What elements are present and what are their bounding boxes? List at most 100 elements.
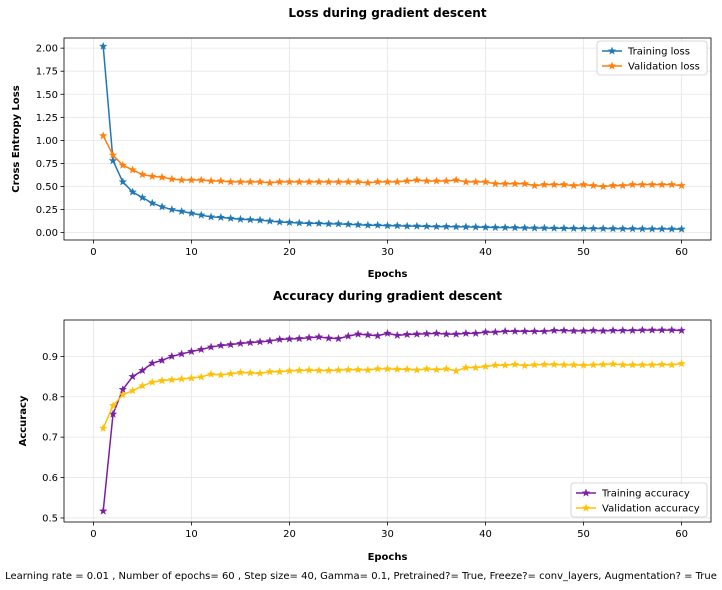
- data-point: [481, 362, 490, 371]
- data-point: [491, 327, 500, 336]
- data-point: [363, 365, 373, 374]
- data-point: [569, 181, 578, 190]
- data-point: [373, 220, 382, 229]
- data-point: [246, 368, 255, 377]
- data-point: [265, 336, 275, 345]
- data-point: [422, 221, 431, 230]
- data-point: [187, 373, 196, 382]
- data-point: [647, 224, 657, 233]
- legend-entry: Validation accuracy: [576, 504, 700, 515]
- data-point: [206, 369, 216, 378]
- data-point: [236, 177, 245, 186]
- data-point: [402, 330, 412, 339]
- data-point: [363, 220, 373, 229]
- data-point: [412, 365, 422, 374]
- data-point: [304, 218, 314, 227]
- data-point: [667, 360, 676, 369]
- x-tick-label: 0: [90, 247, 96, 258]
- data-point: [491, 179, 500, 188]
- data-point: [275, 334, 284, 343]
- x-tick-label: 60: [675, 247, 688, 258]
- data-point: [520, 179, 529, 188]
- data-point: [608, 359, 618, 368]
- data-point: [667, 325, 676, 334]
- y-tick-label: 0.50: [36, 182, 58, 193]
- data-point: [157, 202, 167, 211]
- data-point: [559, 326, 569, 335]
- x-tick-label: 20: [283, 529, 296, 540]
- data-point: [432, 176, 441, 185]
- series-line: [102, 46, 682, 230]
- legend-entry: Training accuracy: [576, 489, 690, 500]
- data-point: [197, 372, 206, 381]
- data-point: [589, 224, 598, 233]
- data-point: [99, 506, 108, 515]
- y-tick-label: 0.75: [36, 159, 58, 170]
- data-point: [197, 345, 206, 354]
- x-tick-label: 0: [90, 529, 96, 540]
- data-point: [422, 176, 431, 185]
- data-point: [275, 177, 284, 186]
- data-point: [520, 361, 529, 370]
- x-tick-label: 60: [675, 529, 688, 540]
- data-point: [265, 178, 275, 187]
- data-point: [206, 176, 216, 185]
- data-point: [432, 222, 441, 231]
- data-point: [579, 326, 588, 335]
- x-tick-label: 10: [185, 247, 198, 258]
- data-point: [657, 224, 667, 233]
- legend-label: Validation loss: [628, 62, 700, 73]
- data-point: [206, 342, 216, 351]
- data-point: [530, 360, 539, 369]
- data-point: [295, 218, 304, 227]
- data-point: [285, 218, 294, 227]
- data-point: [442, 222, 451, 231]
- data-point: [295, 177, 304, 186]
- data-point: [236, 339, 245, 348]
- data-point: [255, 368, 265, 377]
- data-point: [363, 178, 373, 187]
- data-point: [677, 224, 686, 233]
- data-point: [216, 341, 226, 350]
- data-point: [334, 334, 343, 343]
- data-point: [353, 220, 363, 229]
- data-point: [432, 365, 441, 374]
- data-point: [540, 180, 549, 189]
- x-axis-label: Epochs: [368, 552, 408, 563]
- data-point: [197, 175, 206, 184]
- data-point: [314, 332, 324, 341]
- y-tick-label: 0.5: [42, 513, 58, 524]
- data-point: [647, 325, 657, 334]
- data-point: [618, 181, 627, 190]
- legend-marker: [607, 46, 617, 55]
- data-point: [393, 330, 402, 339]
- data-point: [383, 328, 392, 337]
- data-point: [236, 214, 245, 223]
- data-point: [295, 366, 304, 375]
- data-point: [118, 177, 128, 186]
- data-point: [344, 331, 353, 340]
- data-point: [657, 180, 667, 189]
- data-point: [246, 177, 255, 186]
- data-point: [510, 223, 520, 232]
- legend-box: [596, 40, 708, 76]
- x-tick-label: 50: [577, 247, 590, 258]
- data-point: [167, 375, 177, 384]
- data-point: [589, 181, 598, 190]
- data-point: [393, 221, 402, 230]
- data-point: [608, 181, 618, 190]
- data-point: [677, 359, 686, 368]
- data-point: [618, 224, 627, 233]
- data-point: [481, 222, 490, 231]
- data-point: [510, 326, 520, 335]
- data-point: [167, 351, 177, 360]
- chart-accuracy: 0 10 20 30 40 50 60 0.5 0.6 0.7 0.8 0.9 Accuracy dur…: [18, 289, 712, 563]
- legend-label: Training accuracy: [601, 489, 690, 500]
- chart-loss: 0 10 20 30 40 50 60 0.00 0.25 0.50 0.75 1.00 1.25 1.5…: [11, 6, 712, 280]
- data-point: [353, 177, 363, 186]
- legend: Training accuracy Validation accuracy: [570, 482, 708, 518]
- data-point: [451, 329, 461, 338]
- data-point: [275, 367, 284, 376]
- data-point: [265, 367, 275, 376]
